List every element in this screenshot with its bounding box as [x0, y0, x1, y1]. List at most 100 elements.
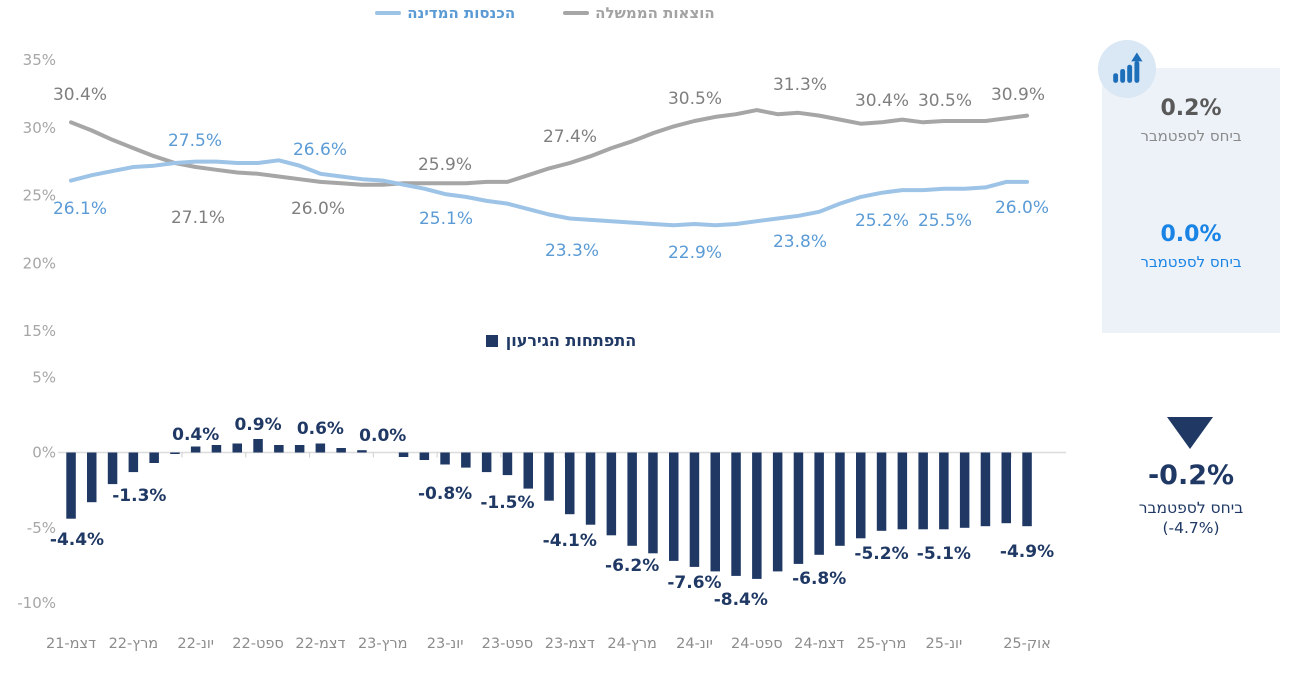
x-axis-label: יונ-24: [676, 636, 713, 652]
x-axis-label: יונ-25: [925, 636, 963, 652]
expenses-value-label: 30.4%: [855, 91, 909, 111]
x-axis: דצמ-21 מרץ-22 יונ-22 ספט-22 דצמ-22 מרץ-23 יונ-…: [0, 636, 1090, 658]
deficit-bar: [461, 452, 471, 468]
revenues-value-label: 25.2%: [855, 211, 909, 231]
deficit-bar: [149, 452, 159, 463]
x-axis-label: ספט-23: [481, 636, 534, 652]
expenses-change-value: 0.2%: [1160, 96, 1222, 121]
expenses-value-label: 25.9%: [418, 155, 472, 175]
bar-value-label: 0.9%: [234, 415, 281, 435]
bar-value-label: -1.3%: [112, 486, 166, 506]
deficit-bar: [336, 448, 346, 453]
x-axis-label: ספט-24: [731, 636, 783, 652]
deficit-bar: [627, 452, 637, 546]
deficit-bar: [128, 452, 139, 473]
y-axis-label: 0%: [32, 444, 56, 462]
deficit-bar: [294, 445, 305, 453]
deficit-bar: [669, 452, 679, 561]
legend-label-revenues: הכנסות המדינה: [407, 4, 516, 22]
expenses-value-label: 30.4%: [53, 85, 107, 105]
deficit-bar: [793, 452, 804, 564]
bar-value-label: -6.8%: [792, 569, 846, 589]
revenues-value-label: 26.6%: [293, 140, 347, 160]
deficit-bar: [107, 452, 118, 485]
deficit-bar: [1022, 452, 1032, 527]
legend-label-expenses: הוצאות הממשלה: [595, 4, 715, 22]
expenses-value-label: 31.3%: [773, 75, 827, 95]
y-axis-label: 35%: [23, 51, 56, 69]
revenues-value-label: 22.9%: [668, 243, 722, 263]
y-axis-label: -5%: [27, 519, 56, 537]
revenues-value-label: 23.8%: [773, 232, 827, 252]
x-axis-label: מרץ-22: [108, 636, 159, 652]
charts-canvas: 35% 30% 25% 20% 15% 5% 0% -5% -10% -4.4% -1.3% 0.4%…: [17, 51, 1066, 612]
deficit-bar: [544, 452, 554, 501]
bar-value-label: 0.0%: [359, 426, 406, 446]
legend-item-expenses[interactable]: הוצאות הממשלה: [563, 4, 715, 22]
bar-value-label: -1.5%: [480, 493, 534, 513]
revenues-value-label: 25.1%: [419, 209, 473, 229]
deficit-bar: [87, 452, 97, 503]
deficit-bar: [170, 452, 180, 454]
deficit-bar: [897, 452, 908, 530]
expenses-value-label: 27.1%: [171, 208, 225, 228]
chart-legend: הכנסות המדינה הוצאות הממשלה: [0, 4, 1090, 22]
bar-value-label: -6.2%: [605, 556, 659, 576]
deficit-bar: [814, 452, 824, 555]
deficit-bar: [689, 452, 700, 567]
expenses-change-caption: ביחס לספטמבר: [1140, 127, 1242, 145]
y-axis-label: 30%: [23, 119, 56, 137]
deficit-bar: [918, 452, 928, 530]
deficit-bar: [1001, 452, 1011, 524]
deficit-chart-title: התפתחות הגירעון: [0, 331, 1122, 350]
expenses-value-label: 30.5%: [918, 91, 972, 111]
deficit-bar: [502, 452, 513, 476]
deficit-bar: [731, 452, 741, 576]
change-summary-panel: [1102, 68, 1280, 333]
revenues-value-label: 27.5%: [168, 131, 222, 151]
deficit-bar: [710, 452, 720, 572]
x-axis-label: דצמ-22: [295, 636, 346, 652]
deficit-bar: [315, 443, 326, 453]
x-axis-label: יונ-22: [177, 636, 215, 652]
expenses-value-label: 27.4%: [543, 127, 597, 147]
revenues-value-label: 23.3%: [545, 241, 599, 261]
bar-value-label: 0.4%: [172, 425, 219, 445]
bar-value-label: -5.1%: [917, 544, 971, 564]
x-axis-label: דצמ-24: [794, 636, 845, 652]
bar-growth-icon: [1113, 52, 1143, 83]
deficit-bar: [253, 439, 263, 453]
deficit-bar: [523, 452, 533, 489]
revenues-line: [69, 158, 1029, 228]
deficit-bar: [274, 445, 284, 453]
deficit-bar: [565, 452, 575, 515]
x-axis-label: דצמ-21: [45, 636, 97, 652]
deficit-change-value: -0.2%: [1147, 460, 1235, 491]
x-axis-label: מרץ-24: [607, 636, 657, 652]
bar-value-label: -4.4%: [50, 530, 104, 550]
legend-item-revenues[interactable]: הכנסות המדינה: [375, 4, 515, 22]
deficit-bar: [606, 452, 617, 536]
deficit-bar: [398, 452, 409, 457]
y-axis-label: 20%: [23, 254, 56, 272]
revenues-change-value: 0.0%: [1160, 222, 1222, 247]
x-axis-label: יונ-23: [426, 636, 464, 652]
bar-value-label: 0.6%: [297, 419, 344, 439]
x-axis-label: דצמ-23: [544, 636, 595, 652]
deficit-bar: [856, 452, 866, 539]
deficit-bar: [232, 443, 242, 453]
revenues-change-caption: ביחס לספטמבר: [1140, 253, 1242, 271]
revenues-value-label: 26.1%: [53, 199, 107, 219]
expenses-line-swatch: [563, 11, 590, 15]
x-axis-label: מרץ-25: [856, 636, 907, 652]
down-triangle-icon: [1167, 417, 1213, 449]
deficit-bar: [835, 452, 845, 546]
x-axis-label: אוק-25: [1003, 636, 1051, 652]
deficit-bar: [357, 450, 367, 453]
expenses-line: [69, 108, 1029, 187]
bar-value-label: -4.1%: [543, 531, 597, 551]
revenues-value-label: 25.5%: [918, 211, 972, 231]
deficit-square-icon: [485, 334, 498, 347]
bar-value-label: -0.8%: [418, 484, 472, 504]
